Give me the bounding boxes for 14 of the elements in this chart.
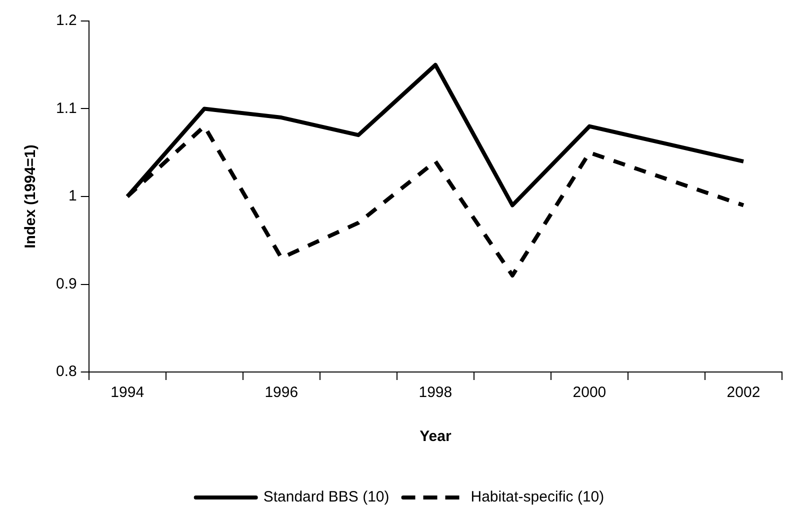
- x-tick-label: 1994: [110, 384, 144, 402]
- y-tick-label: 0.9: [56, 275, 77, 292]
- x-tick-label: 2002: [726, 384, 760, 402]
- x-axis-title: Year: [420, 428, 452, 446]
- y-axis-title: Index (1994=1): [22, 144, 40, 248]
- x-tick-label: 1998: [418, 384, 452, 402]
- legend-label: Habitat-specific (10): [470, 488, 604, 506]
- y-tick-label: 1.1: [56, 100, 77, 117]
- x-tick-label: 1996: [264, 384, 298, 402]
- legend-label: Standard BBS (10): [263, 488, 390, 506]
- y-tick-label: 0.8: [56, 363, 77, 380]
- x-tick-label: 2000: [572, 384, 606, 402]
- y-tick-label: 1.2: [56, 12, 77, 30]
- y-tick-label: 1: [68, 188, 77, 205]
